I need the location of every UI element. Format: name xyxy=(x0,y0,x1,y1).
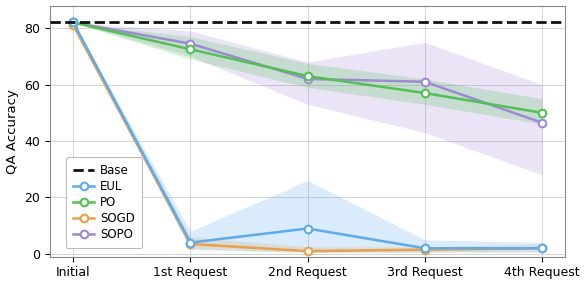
PO xyxy=(304,74,311,78)
SOGD xyxy=(421,248,428,251)
EUL xyxy=(70,21,77,24)
EUL xyxy=(304,227,311,230)
SOGD xyxy=(539,247,546,250)
PO xyxy=(421,91,428,95)
SOPO xyxy=(304,77,311,81)
SOGD xyxy=(304,249,311,253)
SOPO xyxy=(187,42,194,45)
Y-axis label: QA Accuracy: QA Accuracy xyxy=(5,89,19,174)
Legend: Base, EUL, PO, SOGD, SOPO: Base, EUL, PO, SOGD, SOPO xyxy=(66,157,142,248)
EUL xyxy=(187,241,194,244)
Line: SOGD: SOGD xyxy=(69,21,546,255)
PO xyxy=(539,111,546,115)
Line: SOPO: SOPO xyxy=(69,19,546,127)
SOPO xyxy=(539,121,546,124)
SOPO xyxy=(421,80,428,84)
SOGD xyxy=(187,242,194,246)
SOPO xyxy=(70,21,77,24)
SOGD xyxy=(70,24,77,27)
PO xyxy=(70,21,77,24)
Line: PO: PO xyxy=(69,19,546,117)
EUL xyxy=(539,247,546,250)
PO xyxy=(187,48,194,51)
Line: EUL: EUL xyxy=(69,19,546,252)
EUL xyxy=(421,247,428,250)
